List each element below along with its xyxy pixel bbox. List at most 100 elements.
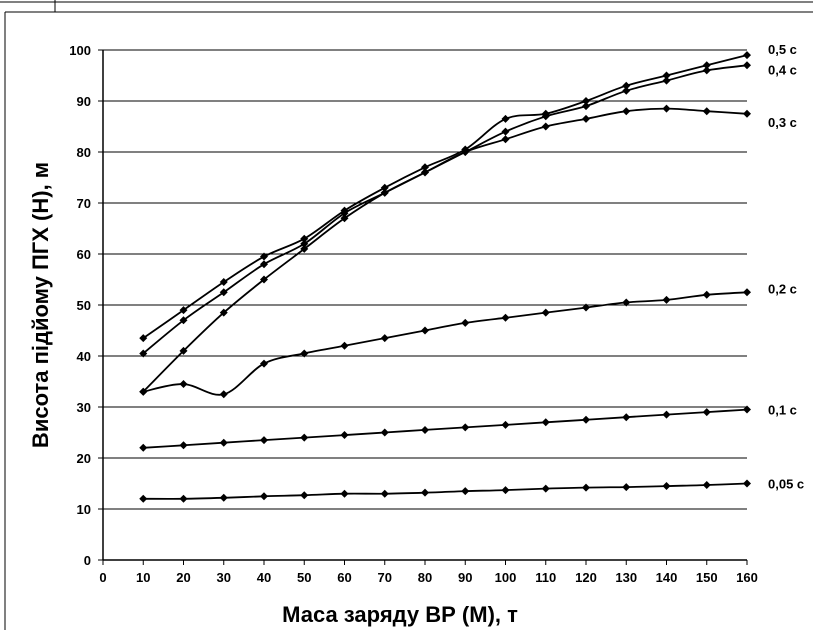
y-tick-label-70: 70 bbox=[77, 196, 91, 211]
series-3-point-100 bbox=[501, 313, 510, 322]
series-5-point-90 bbox=[461, 487, 470, 496]
series-3-point-30 bbox=[219, 390, 228, 399]
series-5-point-120 bbox=[582, 483, 590, 492]
x-tick-label-150: 150 bbox=[696, 570, 718, 585]
x-tick-label-120: 120 bbox=[575, 570, 597, 585]
series-3-point-140 bbox=[662, 295, 671, 304]
x-tick-labels: 0 10 20 30 40 50 60 70 80 90 100 110 120 130 140 150 160 bbox=[99, 570, 757, 585]
series-5-point-20 bbox=[179, 494, 188, 503]
series-0-point-30 bbox=[219, 278, 228, 287]
series-lines bbox=[142, 54, 748, 500]
series-2-point-140 bbox=[662, 104, 671, 113]
axes bbox=[98, 49, 748, 565]
series-line-3 bbox=[143, 291, 748, 396]
x-tick-label-110: 110 bbox=[535, 570, 556, 585]
x-tick-label-130: 130 bbox=[615, 570, 637, 585]
series-4-point-30 bbox=[219, 438, 228, 447]
x-tick-label-70: 70 bbox=[378, 570, 392, 585]
series-3-point-20 bbox=[179, 380, 188, 389]
series-label-1: 0,4 с bbox=[768, 62, 797, 77]
grid-lines bbox=[103, 49, 747, 510]
series-2-point-50 bbox=[300, 244, 309, 253]
series-5-point-100 bbox=[501, 486, 510, 495]
series-5-point-50 bbox=[300, 491, 309, 500]
series-1-point-50 bbox=[300, 239, 309, 248]
x-axis-title: Маса заряду ВР (М), т bbox=[282, 602, 518, 627]
series-4-point-160 bbox=[743, 405, 751, 414]
y-tick-label-100: 100 bbox=[69, 43, 91, 58]
series-4-point-100 bbox=[501, 420, 510, 429]
series-2-point-110 bbox=[541, 122, 550, 131]
series-5-point-150 bbox=[702, 481, 711, 490]
x-tick-label-90: 90 bbox=[458, 570, 472, 585]
series-5-point-160 bbox=[743, 479, 751, 488]
series-5-point-40 bbox=[260, 492, 268, 501]
series-3-point-110 bbox=[541, 308, 550, 317]
x-tick-label-60: 60 bbox=[337, 570, 351, 585]
series-2-point-30 bbox=[219, 308, 228, 317]
series-0-point-150 bbox=[702, 61, 711, 70]
series-3-point-40 bbox=[260, 359, 268, 368]
series-4-point-60 bbox=[340, 431, 349, 440]
series-label-0: 0,5 с bbox=[768, 42, 797, 57]
series-4-point-10 bbox=[139, 443, 148, 452]
series-3-point-90 bbox=[461, 318, 470, 327]
series-0-point-10 bbox=[139, 334, 148, 343]
series-5-point-130 bbox=[622, 483, 631, 492]
series-5-point-70 bbox=[380, 489, 389, 498]
x-tick-label-100: 100 bbox=[495, 570, 517, 585]
series-1-point-40 bbox=[260, 260, 268, 269]
series-2-point-150 bbox=[702, 107, 711, 116]
series-1-point-130 bbox=[622, 86, 631, 95]
series-1-point-30 bbox=[219, 288, 228, 297]
series-line-2 bbox=[142, 107, 748, 393]
series-0-point-20 bbox=[179, 306, 188, 315]
series-4-point-140 bbox=[662, 410, 671, 419]
y-tick-label-50: 50 bbox=[77, 298, 91, 313]
y-axis-title: Висота підйому ПГХ (Н), м bbox=[28, 162, 53, 448]
series-2-point-60 bbox=[340, 214, 349, 223]
x-tick-label-0: 0 bbox=[99, 570, 106, 585]
series-markers bbox=[139, 51, 751, 503]
x-tick-label-20: 20 bbox=[176, 570, 190, 585]
series-1-point-100 bbox=[501, 127, 510, 136]
series-3-point-50 bbox=[300, 349, 309, 358]
series-0-point-160 bbox=[743, 51, 751, 60]
y-tick-label-60: 60 bbox=[77, 247, 91, 262]
y-tick-label-20: 20 bbox=[77, 451, 91, 466]
y-tick-label-80: 80 bbox=[77, 145, 91, 160]
series-line-4 bbox=[143, 408, 748, 449]
series-2-point-70 bbox=[380, 188, 389, 197]
series-3-point-80 bbox=[421, 326, 429, 335]
series-4-point-20 bbox=[179, 441, 188, 450]
series-4-point-80 bbox=[421, 425, 429, 434]
series-0-point-70 bbox=[380, 183, 389, 192]
series-line-0 bbox=[142, 54, 748, 339]
x-tick-label-30: 30 bbox=[217, 570, 231, 585]
series-3-point-70 bbox=[380, 334, 389, 343]
series-4-point-120 bbox=[582, 415, 590, 424]
series-label-4: 0,1 с bbox=[768, 403, 797, 418]
series-1-point-150 bbox=[702, 66, 711, 75]
series-5-point-60 bbox=[340, 489, 349, 498]
series-2-point-160 bbox=[743, 109, 751, 118]
series-line-5 bbox=[143, 482, 748, 500]
series-1-point-120 bbox=[582, 102, 590, 111]
series-5-point-110 bbox=[541, 484, 550, 493]
series-5-point-80 bbox=[421, 488, 429, 497]
series-1-point-20 bbox=[179, 316, 188, 325]
y-tick-label-40: 40 bbox=[77, 349, 91, 364]
series-3-point-120 bbox=[582, 303, 590, 312]
x-tick-label-50: 50 bbox=[297, 570, 311, 585]
series-4-point-70 bbox=[380, 428, 389, 437]
series-0-point-130 bbox=[622, 81, 631, 90]
series-2-point-100 bbox=[501, 135, 510, 144]
series-0-point-80 bbox=[421, 163, 429, 172]
series-4-point-50 bbox=[300, 433, 309, 442]
series-0-point-140 bbox=[662, 71, 671, 80]
series-3-point-10 bbox=[139, 387, 148, 396]
series-1-point-60 bbox=[340, 209, 349, 218]
x-tick-label-40: 40 bbox=[257, 570, 271, 585]
x-tick-label-140: 140 bbox=[656, 570, 678, 585]
